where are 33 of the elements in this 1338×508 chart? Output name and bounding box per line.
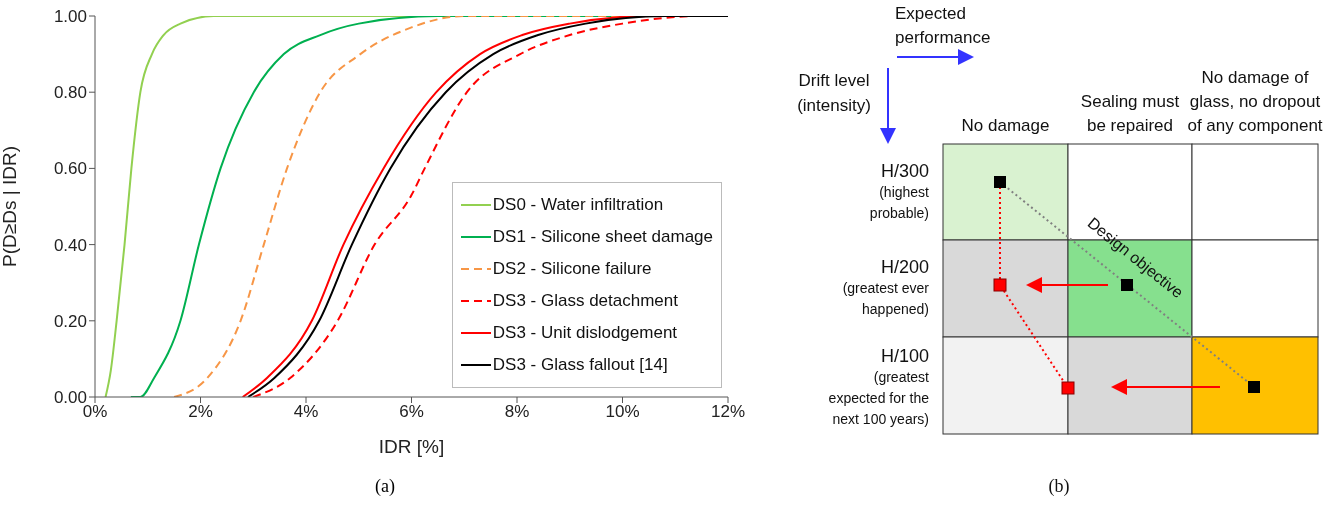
y-tick-label: 0.40	[53, 235, 87, 255]
x-tick-label: 6%	[399, 402, 424, 422]
text: H/100	[879, 345, 929, 367]
legend-label: DS3 - Glass detachment	[492, 291, 679, 311]
text: (greatest ever happened)	[841, 279, 929, 319]
legend-label: DS1 - Silicone sheet damage	[492, 227, 713, 247]
x-tick-label: 12%	[710, 402, 746, 422]
legend-label: DS3 - Unit dislodgement	[492, 323, 678, 343]
text: No damage of glass, no dropout of any component	[1186, 67, 1324, 137]
text: No damage	[960, 115, 1051, 137]
text: (b)	[1047, 476, 1071, 497]
y-tick-label: 0.80	[53, 83, 87, 103]
y-tick-label: 1.00	[53, 7, 87, 27]
text: Drift level (intensity)	[796, 70, 872, 117]
text: H/300	[879, 160, 929, 182]
text: (highest probable)	[868, 183, 929, 223]
y-tick-label: 0.20	[53, 311, 87, 331]
x-axis-title: IDR [%]	[377, 436, 446, 458]
x-tick-label: 8%	[504, 402, 530, 422]
text: (a)	[374, 476, 396, 497]
x-tick-label: 0%	[82, 402, 108, 422]
legend-label: DS0 - Water infiltration	[492, 195, 664, 215]
legend-label: DS3 - Glass fallout [14]	[492, 355, 668, 375]
x-tick-label: 4%	[293, 402, 319, 422]
x-tick-label: 10%	[605, 402, 640, 422]
x-tick-label: 2%	[188, 402, 213, 422]
text: H/200	[879, 256, 929, 278]
text: (greatest expected for the next 100 years)	[827, 368, 929, 429]
legend-label: DS2 - Silicone failure	[492, 259, 652, 279]
y-tick-label: 0.60	[53, 159, 87, 179]
y-axis-title: P(D≥Ds | IDR)	[0, 146, 20, 267]
text: Expected performance	[895, 3, 992, 49]
text: Sealing must be repaired	[1080, 91, 1180, 137]
